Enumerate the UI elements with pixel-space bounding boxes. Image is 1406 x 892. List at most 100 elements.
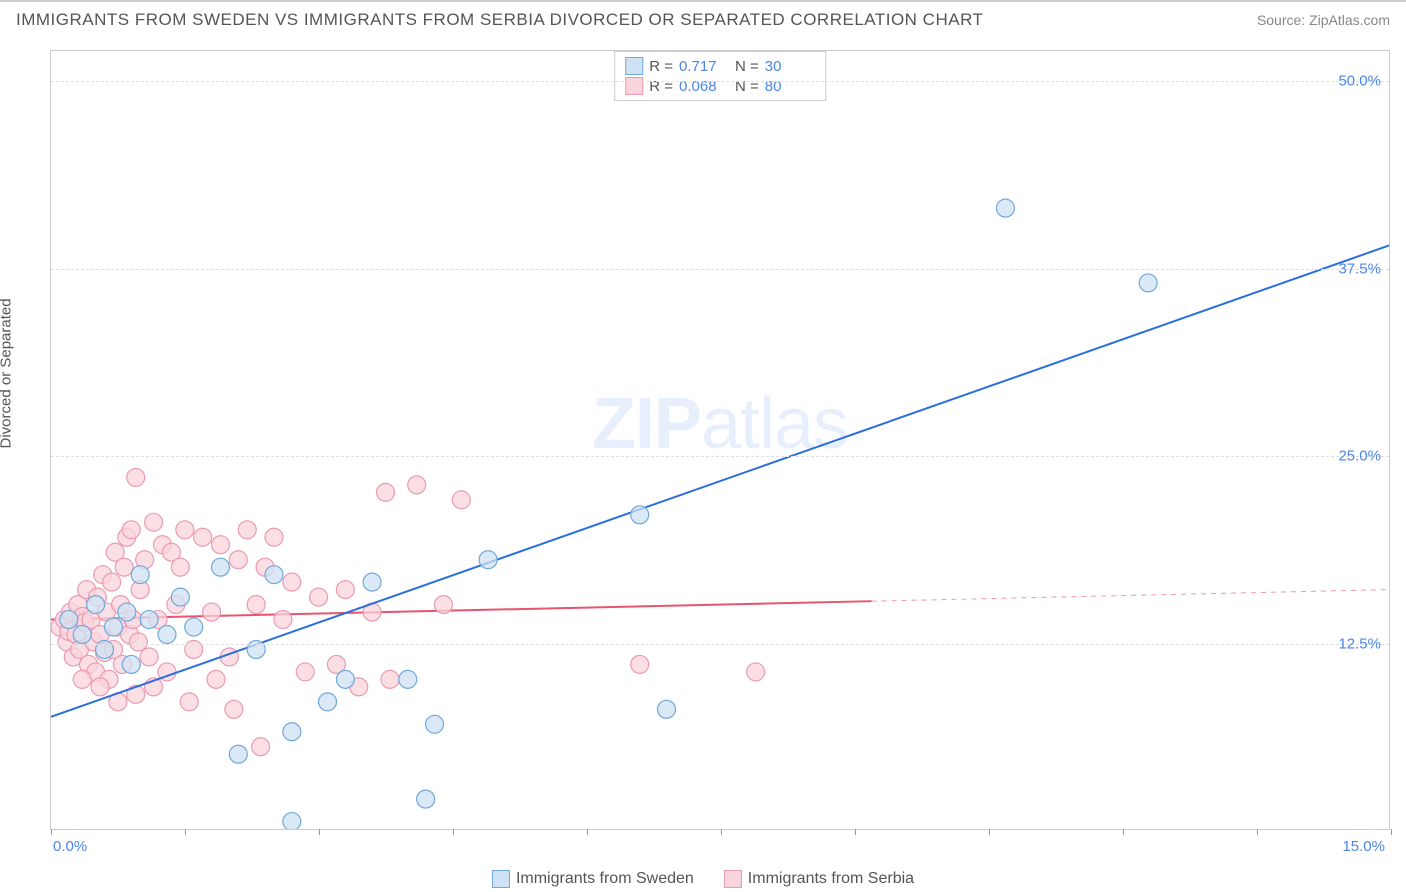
legend-swatch — [625, 57, 643, 75]
x-tick-label: 0.0% — [53, 838, 87, 855]
x-tick — [855, 829, 856, 835]
data-point — [131, 566, 149, 584]
x-tick-label: 15.0% — [1342, 838, 1385, 855]
legend-series: Immigrants from Sweden Immigrants from Se… — [492, 870, 914, 888]
y-tick-label: 12.5% — [1338, 635, 1381, 652]
legend-swatch — [724, 870, 742, 888]
legend-r-label: R = — [649, 58, 673, 75]
chart-title: IMMIGRANTS FROM SWEDEN VS IMMIGRANTS FRO… — [16, 10, 983, 30]
data-point — [158, 626, 176, 644]
x-tick — [185, 829, 186, 835]
x-tick — [1257, 829, 1258, 835]
legend-correlation-row: R =0.068N =80 — [625, 76, 815, 96]
data-point — [203, 603, 221, 621]
legend-correlation-row: R =0.717N =30 — [625, 56, 815, 76]
gridline — [51, 81, 1389, 82]
plot-area: ZIPatlas R =0.717N =30R =0.068N =80 12.5… — [50, 50, 1390, 830]
x-tick — [1123, 829, 1124, 835]
data-point — [296, 663, 314, 681]
data-point — [225, 700, 243, 718]
legend-n-label: N = — [735, 58, 759, 75]
data-point — [91, 678, 109, 696]
data-point — [122, 521, 140, 539]
data-point — [247, 596, 265, 614]
data-point — [252, 738, 270, 756]
y-tick-label: 25.0% — [1338, 448, 1381, 465]
legend-correlation: R =0.717N =30R =0.068N =80 — [614, 51, 826, 101]
data-point — [140, 648, 158, 666]
y-axis-label: Divorced or Separated — [0, 298, 15, 448]
data-point — [265, 566, 283, 584]
x-tick — [51, 829, 52, 835]
data-point — [747, 663, 765, 681]
data-point — [377, 483, 395, 501]
data-point — [176, 521, 194, 539]
title-bar: IMMIGRANTS FROM SWEDEN VS IMMIGRANTS FRO… — [0, 0, 1406, 34]
data-point — [631, 655, 649, 673]
data-point — [283, 573, 301, 591]
data-point — [310, 588, 328, 606]
x-tick — [989, 829, 990, 835]
data-point — [127, 685, 145, 703]
data-point — [381, 670, 399, 688]
data-point — [996, 199, 1014, 217]
data-point — [363, 573, 381, 591]
y-tick-label: 50.0% — [1338, 73, 1381, 90]
data-point — [140, 611, 158, 629]
data-point — [319, 693, 337, 711]
x-tick — [721, 829, 722, 835]
data-point — [115, 558, 133, 576]
data-point — [103, 573, 121, 591]
data-point — [73, 626, 91, 644]
data-point — [229, 551, 247, 569]
x-tick — [1391, 829, 1392, 835]
gridline — [51, 644, 1389, 645]
data-point — [129, 633, 147, 651]
data-point — [1139, 274, 1157, 292]
data-point — [434, 596, 452, 614]
data-point — [417, 790, 435, 808]
data-point — [73, 670, 91, 688]
source-label: Source: ZipAtlas.com — [1257, 12, 1390, 28]
data-point — [180, 693, 198, 711]
x-tick — [453, 829, 454, 835]
data-point — [145, 513, 163, 531]
data-point — [87, 596, 105, 614]
data-point — [171, 558, 189, 576]
data-point — [211, 536, 229, 554]
data-point — [211, 558, 229, 576]
data-point — [104, 618, 122, 636]
data-point — [399, 670, 417, 688]
data-point — [265, 528, 283, 546]
legend-series-item: Immigrants from Serbia — [724, 870, 914, 888]
data-point — [336, 670, 354, 688]
data-point — [185, 618, 203, 636]
data-point — [238, 521, 256, 539]
x-tick — [587, 829, 588, 835]
plot-svg — [51, 51, 1389, 829]
trend-line-dashed — [872, 590, 1389, 602]
legend-r-value: 0.717 — [679, 58, 729, 75]
data-point — [171, 588, 189, 606]
x-tick — [319, 829, 320, 835]
gridline — [51, 269, 1389, 270]
data-point — [207, 670, 225, 688]
legend-series-item: Immigrants from Sweden — [492, 870, 694, 888]
data-point — [194, 528, 212, 546]
legend-series-label: Immigrants from Serbia — [748, 870, 914, 888]
data-point — [452, 491, 470, 509]
y-tick-label: 37.5% — [1338, 260, 1381, 277]
data-point — [657, 700, 675, 718]
data-point — [274, 611, 292, 629]
data-point — [408, 476, 426, 494]
data-point — [229, 745, 247, 763]
data-point — [60, 611, 78, 629]
data-point — [479, 551, 497, 569]
data-point — [631, 506, 649, 524]
data-point — [122, 655, 140, 673]
legend-series-label: Immigrants from Sweden — [516, 870, 694, 888]
data-point — [426, 715, 444, 733]
data-point — [283, 813, 301, 829]
data-point — [118, 603, 136, 621]
legend-swatch — [625, 77, 643, 95]
